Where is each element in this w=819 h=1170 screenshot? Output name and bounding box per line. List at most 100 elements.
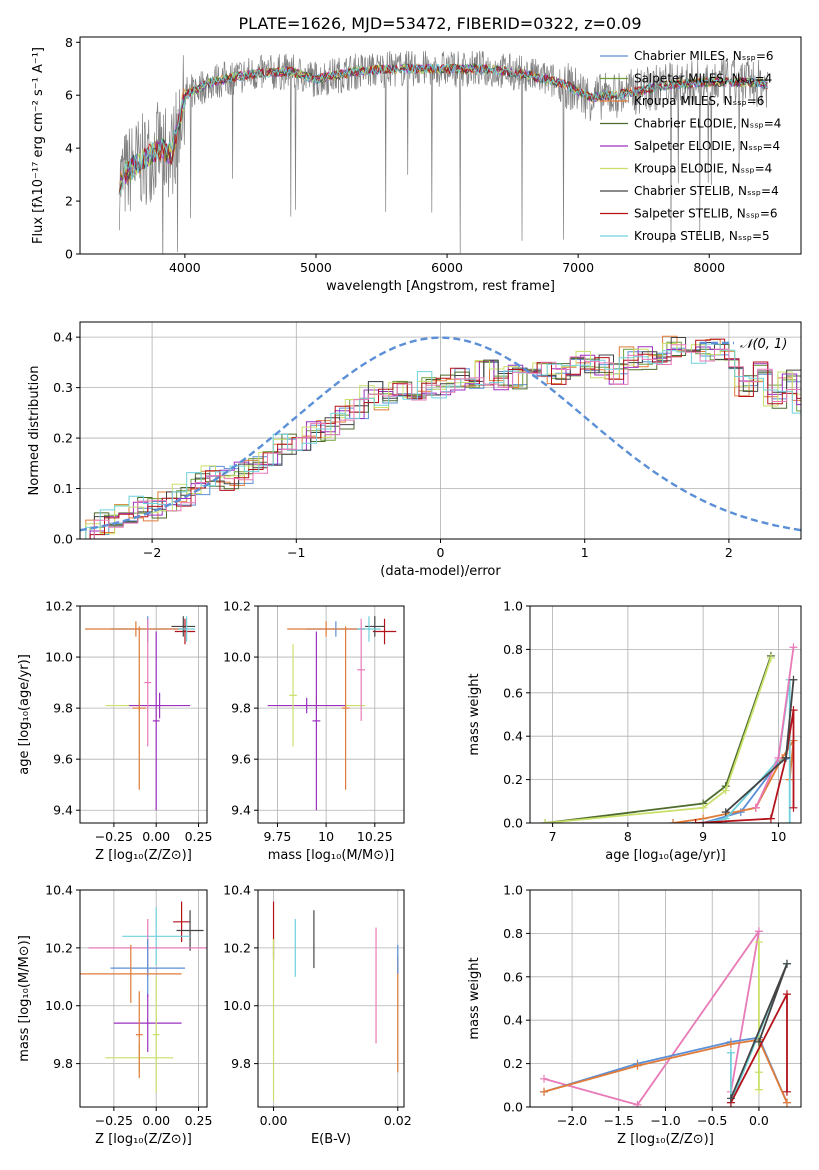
y-axis-label: age [log₁₀(age/yr)] [17,654,32,775]
histogram-step-kroupa_stelib [80,343,801,539]
plot-area [85,616,196,811]
histogram-step-chabrier_elodie [80,344,801,539]
series-marker [633,1100,642,1107]
series-line-pink [543,930,760,1106]
histogram-step-kroupa_elodie [80,343,801,539]
legend-label: Chabrier STELIB, Nₛₛₚ=4 [634,184,779,198]
y-tick-label: 9.4 [231,803,251,818]
series-line-kroupa_elodie [545,657,772,823]
y-tick-label: 0.2 [503,1056,523,1071]
y-tick-label: 0.6 [503,969,523,984]
x-tick-label: 0.00 [142,829,170,844]
y-tick-label: 0.4 [53,330,73,345]
series-marker [782,1087,791,1096]
y-tick-label: 0.4 [503,1013,523,1028]
x-tick-label: 0.02 [384,1113,412,1128]
legend-label: Salpeter STELIB, Nₛₛₚ=6 [634,207,778,221]
y-axis-label: Normed distribution [27,366,42,496]
y-tick-label: 10.0 [45,998,73,1013]
series-marker [782,1098,791,1107]
y-tick-label: 8 [65,35,73,50]
plot-area [540,927,791,1107]
legend-label: Chabrier ELODIE, Nₛₛₚ=4 [634,117,781,131]
y-axis-label: Flux [fλ10⁻¹⁷ erg cm⁻² s⁻¹ A⁻¹] [31,47,46,244]
series-marker [669,819,678,823]
series-marker [785,819,794,823]
x-tick-label: 0 [437,545,445,560]
plot-area [267,616,397,811]
y-tick-label: 0.0 [503,816,523,831]
plot-area [118,50,769,254]
y-tick-label: 6 [65,88,73,103]
series-marker [540,1087,549,1096]
y-axis-label: mass weight [467,673,482,755]
series-marker [782,990,791,999]
x-axis-label: mass [log₁₀(M/M⊙)] [268,848,395,863]
y-tick-label: 9.4 [53,803,73,818]
y-tick-label: 2 [65,194,73,209]
y-tick-label: 10.4 [223,883,251,898]
y-tick-label: 10.2 [45,940,73,955]
spectrum-data-line [118,50,769,254]
x-tick-label: 7 [549,829,557,844]
x-tick-label: 0.00 [260,1113,288,1128]
legend-label: Kroupa MILES, Nₛₛₚ=6 [634,94,764,108]
legend: 𝒩(0, 1) [700,337,787,352]
chart-massweight_vs_Z: −2.0 −1.5 −1.0 −0.5 0.0 0.0 0.2 0.4 0.6 0.8 1.0 Z [… [467,883,802,1147]
series-marker [754,1037,763,1046]
histogram-step-chabrier_miles [80,347,801,539]
legend-label: 𝒩(0, 1) [740,337,787,352]
y-tick-label: 9.6 [231,752,251,767]
series-marker [751,803,760,812]
x-tick-label: −1 [287,545,305,560]
plot-area [80,335,801,539]
chart-spectrum: Chabrier MILES, Nₛₛₚ=6 Salpeter MILES, Nₛ… [31,35,802,294]
y-tick-label: 0.3 [53,380,73,395]
plots-layer: Chabrier MILES, Nₛₛₚ=6 Salpeter MILES, Nₛ… [17,35,802,1148]
y-tick-label: 10.2 [45,599,73,614]
x-tick-label: 5000 [300,260,332,275]
series-marker [699,819,708,823]
x-tick-label: 6000 [431,260,463,275]
y-axis-label: mass [log₁₀(M/M⊙)] [17,935,32,1062]
x-tick-label: 10 [770,829,786,844]
legend-label: Salpeter MILES, Nₛₛₚ=4 [634,72,772,86]
series-marker [766,654,775,663]
x-tick-label: 1 [581,545,589,560]
y-tick-label: 0.1 [53,481,73,496]
x-tick-label: 7000 [562,260,594,275]
x-tick-label: 8 [624,829,632,844]
y-tick-label: 0.2 [503,772,523,787]
chart-massweight_vs_age: 7 8 9 10 0.0 0.2 0.4 0.6 0.8 1.0 age [log₁₀(age/yr… [467,599,802,863]
legend-label: Kroupa ELODIE, Nₛₛₚ=4 [634,162,772,176]
chart-age_vs_mass: 9.75 10 10.25 9.4 9.6 9.8 10.0 10.2 mass [log₁₀(… [223,599,405,863]
y-tick-label: 10.0 [223,998,251,1013]
series-marker [633,1061,642,1070]
series-marker [541,819,550,823]
axes-frame [529,605,802,824]
y-tick-label: 10.2 [223,940,251,955]
axes-frame [79,605,208,824]
series-marker [781,753,790,762]
series-marker [754,1085,763,1094]
series-marker [782,959,791,968]
series-marker [754,927,763,936]
histogram-step-salpeter_miles [80,341,801,539]
x-tick-label: 2 [725,545,733,560]
x-axis-label: age [log₁₀(age/yr)] [605,848,726,863]
x-tick-label: 0.25 [185,829,213,844]
y-tick-label: 0.0 [53,532,73,547]
legend-label: Salpeter ELODIE, Nₛₛₚ=4 [634,139,780,153]
x-axis-label: Z [log₁₀(Z/Z⊙)] [617,1132,714,1147]
y-tick-label: 0 [65,247,73,262]
x-tick-label: 0.00 [142,1113,170,1128]
legend: Chabrier MILES, Nₛₛₚ=6 Salpeter MILES, Nₛ… [600,49,781,243]
series-marker [726,1040,735,1049]
chart-mass_vs_Z: −0.25 0.00 0.25 9.8 10.0 10.2 10.4 Z [log₁₀(Z/Z… [17,883,212,1148]
y-tick-label: 0.0 [503,1100,523,1115]
x-tick-label: 8000 [693,260,725,275]
model-line-6 [118,62,768,195]
y-tick-label: 0.6 [503,685,523,700]
histogram-step-salpeter_stelib [80,338,801,539]
model-line-8 [118,63,768,195]
